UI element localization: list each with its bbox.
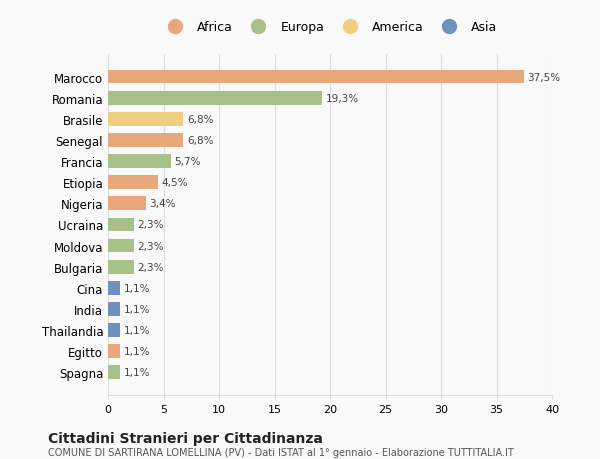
Bar — [108, 281, 120, 295]
Text: 1,1%: 1,1% — [124, 347, 150, 356]
Bar — [108, 134, 184, 147]
Bar — [108, 112, 184, 126]
Bar — [108, 176, 158, 190]
Bar — [108, 218, 134, 232]
Text: 37,5%: 37,5% — [527, 73, 561, 82]
Text: 1,1%: 1,1% — [124, 304, 150, 314]
Text: 2,3%: 2,3% — [137, 241, 163, 251]
Bar — [108, 71, 524, 84]
Bar — [108, 345, 120, 358]
Bar — [108, 366, 120, 379]
Bar — [108, 197, 146, 211]
Text: 4,5%: 4,5% — [161, 178, 188, 188]
Text: 1,1%: 1,1% — [124, 283, 150, 293]
Bar — [108, 260, 134, 274]
Text: 1,1%: 1,1% — [124, 325, 150, 335]
Bar — [108, 302, 120, 316]
Text: 2,3%: 2,3% — [137, 220, 163, 230]
Bar — [108, 239, 134, 253]
Text: 2,3%: 2,3% — [137, 262, 163, 272]
Text: 19,3%: 19,3% — [326, 94, 359, 103]
Text: 1,1%: 1,1% — [124, 368, 150, 377]
Legend: Africa, Europa, America, Asia: Africa, Europa, America, Asia — [158, 17, 502, 38]
Bar — [108, 155, 171, 168]
Bar — [108, 92, 322, 105]
Text: COMUNE DI SARTIRANA LOMELLINA (PV) - Dati ISTAT al 1° gennaio - Elaborazione TUT: COMUNE DI SARTIRANA LOMELLINA (PV) - Dat… — [48, 448, 514, 458]
Bar — [108, 324, 120, 337]
Text: 6,8%: 6,8% — [187, 115, 214, 124]
Text: 5,7%: 5,7% — [175, 157, 201, 167]
Text: 6,8%: 6,8% — [187, 135, 214, 146]
Text: 3,4%: 3,4% — [149, 199, 176, 209]
Text: Cittadini Stranieri per Cittadinanza: Cittadini Stranieri per Cittadinanza — [48, 431, 323, 445]
